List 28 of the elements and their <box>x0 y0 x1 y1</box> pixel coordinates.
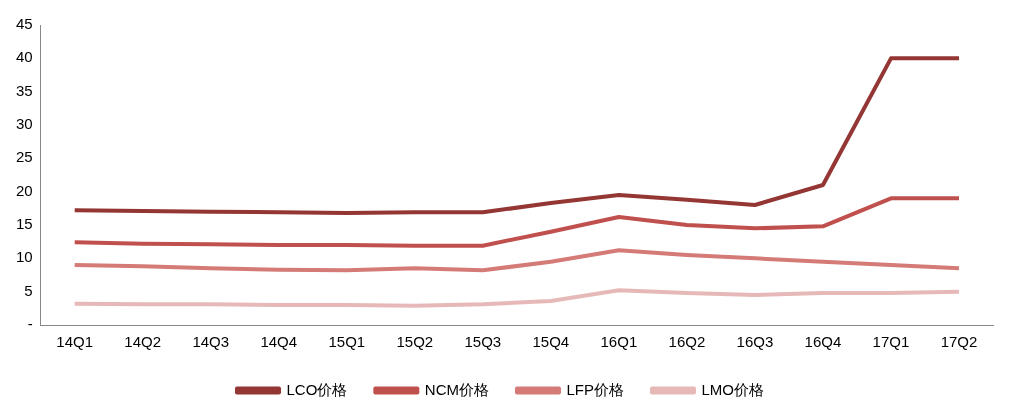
y-tick-label: 35 <box>16 81 33 99</box>
x-tick-label: 15Q2 <box>396 333 434 351</box>
y-tick-label: 45 <box>16 15 33 33</box>
y-tick-label: 25 <box>16 148 33 166</box>
x-tick-label: 15Q1 <box>328 333 366 351</box>
x-tick-label: 16Q4 <box>804 333 842 351</box>
x-tick-label: 17Q1 <box>872 333 910 351</box>
y-tick-label: 5 <box>24 281 33 299</box>
y-tick-label: 20 <box>16 181 33 199</box>
x-tick-label: 15Q4 <box>532 333 570 351</box>
x-tick-label: 16Q3 <box>736 333 774 351</box>
x-tick-label: 14Q4 <box>260 333 298 351</box>
y-tick-label: 10 <box>16 248 33 266</box>
y-tick-label: 40 <box>16 48 33 66</box>
y-tick-label: - <box>27 315 33 333</box>
x-tick-label: 16Q1 <box>600 333 638 351</box>
legend-label: LCO价格 <box>286 380 348 398</box>
legend-label: NCM价格 <box>424 380 490 398</box>
x-tick-label: 14Q3 <box>192 333 230 351</box>
x-tick-label: 14Q1 <box>56 333 94 351</box>
legend-label: LFP价格 <box>566 380 625 398</box>
x-tick-label: 17Q2 <box>940 333 978 351</box>
x-tick-label: 16Q2 <box>668 333 706 351</box>
legend-label: LMO价格 <box>701 380 765 398</box>
x-tick-label: 14Q2 <box>124 333 162 351</box>
x-tick-label: 15Q3 <box>464 333 502 351</box>
y-tick-label: 30 <box>16 115 33 133</box>
y-tick-label: 15 <box>16 215 33 233</box>
